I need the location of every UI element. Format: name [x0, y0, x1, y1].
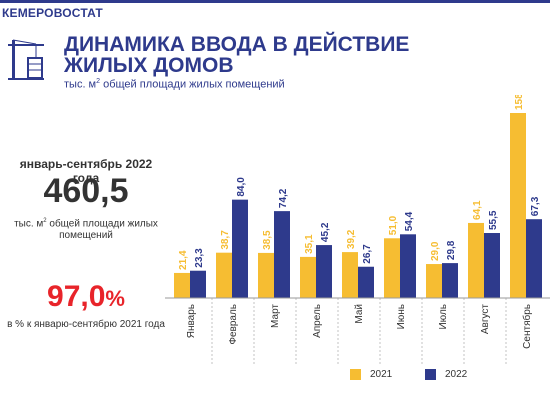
legend-item-2022: 2022 — [425, 369, 467, 380]
crane-icon — [8, 39, 44, 80]
bar-2021-Июнь — [384, 238, 400, 298]
legend-label-2022: 2022 — [445, 369, 468, 380]
bar-2022-Март — [274, 211, 290, 298]
category-label-Март: Март — [270, 304, 281, 328]
category-label-Январь: Январь — [186, 304, 197, 338]
legend-swatch-2021 — [350, 369, 361, 380]
legend-swatch-2022 — [425, 369, 436, 380]
data-label-2021-Март: 38,5 — [262, 230, 273, 250]
category-label-Июль: Июль — [438, 304, 449, 330]
summary-unit-post: общей площади жилых помещений — [46, 218, 158, 242]
category-label-Май: Май — [354, 304, 365, 324]
data-label-2021-Июль: 29,0 — [430, 241, 441, 261]
bar-2022-Февраль — [232, 199, 248, 298]
data-label-2021-Август: 64,1 — [472, 200, 483, 220]
category-label-Август: Август — [480, 304, 491, 335]
top-bar: КЕМЕРОВОСТАТ — [0, 0, 550, 30]
subtitle-unit: тыс. м — [64, 78, 97, 91]
subtitle-unit-sup: 2 — [96, 78, 101, 85]
org-name: КЕМЕРОВОСТАТ — [2, 6, 103, 20]
percent-value: 97,0 — [47, 280, 106, 313]
summary-unit-sup: 2 — [43, 218, 47, 224]
data-label-2021-Июнь: 51,0 — [388, 215, 399, 235]
summary-total: 460,5 — [43, 172, 129, 210]
top-accent-line — [0, 0, 550, 3]
page-title: ДИНАМИКА ВВОДА В ДЕЙСТВИЕ ЖИЛЫХ ДОМОВ — [64, 33, 410, 77]
percent-note: в % к январю-сентябрю 2021 года — [7, 319, 165, 330]
bar-2022-Август — [484, 233, 500, 298]
bar-2021-Апрель — [300, 256, 316, 298]
bar-2022-Июль — [442, 263, 458, 298]
data-label-2022-Июнь: 54,4 — [404, 211, 415, 231]
bar-2022-Январь — [190, 270, 206, 298]
data-label-2021-Сентябрь: 158,0 — [514, 95, 525, 110]
summary-unit-pre: тыс. м — [14, 218, 44, 230]
data-label-2021-Февраль: 38,7 — [220, 230, 231, 250]
bar-2021-Март — [258, 252, 274, 298]
data-label-2021-Январь: 21,4 — [178, 250, 189, 270]
category-label-Сентябрь: Сентябрь — [521, 304, 533, 349]
bar-2021-Январь — [174, 272, 190, 298]
data-label-2021-Апрель: 35,1 — [304, 234, 315, 254]
subtitle-text: общей площади жилых помещений — [100, 78, 285, 91]
data-label-2022-Август: 55,5 — [488, 210, 499, 230]
data-label-2022-Май: 26,7 — [362, 244, 373, 264]
page-subtitle: тыс. м2 общей площади жилых помещений — [64, 78, 285, 91]
category-label-Февраль: Февраль — [228, 304, 239, 345]
data-label-2022-Сентябрь: 67,3 — [530, 196, 541, 216]
bar-2021-Сентябрь — [510, 113, 526, 298]
bar-2022-Сентябрь — [526, 219, 542, 298]
data-label-2021-Май: 39,2 — [346, 229, 357, 249]
summary-period: январь-сентябрь 2022 года — [19, 157, 153, 185]
summary-percent: 97,0% — [6, 280, 166, 314]
data-label-2022-Январь: 23,3 — [194, 248, 205, 268]
bar-2021-Июль — [426, 264, 442, 298]
bar-2022-Июнь — [400, 234, 416, 298]
bar-2021-Август — [468, 222, 484, 298]
category-label-Июнь: Июнь — [396, 304, 407, 329]
data-label-2022-Февраль: 84,0 — [236, 177, 247, 197]
bar-2022-Апрель — [316, 245, 332, 298]
data-label-2022-Апрель: 45,2 — [320, 222, 331, 242]
bar-chart: 21,4 23,3 Январь 38,7 84,0 Февраль 38,5 74,2 Мар… — [165, 95, 550, 364]
summary-unit: тыс. м2 общей площади жилых помещений — [6, 215, 166, 242]
bar-2022-Май — [358, 266, 374, 298]
percent-sign: % — [105, 286, 125, 311]
bar-2021-Май — [342, 252, 358, 298]
data-label-2022-Июль: 29,8 — [446, 240, 457, 260]
data-label-2022-Март: 74,2 — [278, 188, 289, 208]
legend-item-2021: 2021 — [350, 369, 392, 380]
category-label-Апрель: Апрель — [312, 304, 323, 338]
bar-2021-Февраль — [216, 252, 232, 298]
legend-label-2021: 2021 — [370, 369, 393, 380]
